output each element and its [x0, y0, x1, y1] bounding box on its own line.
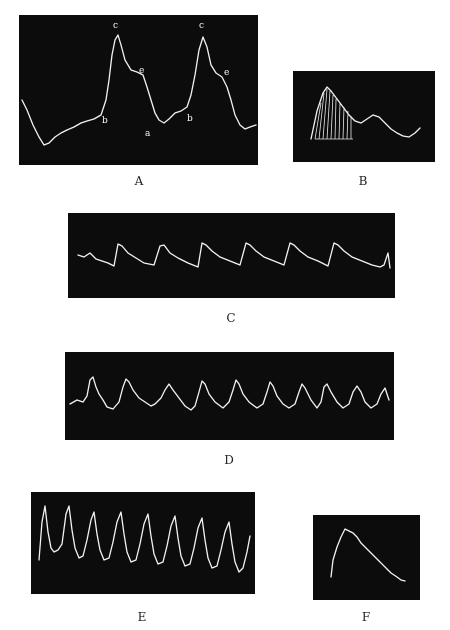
- label-a: a: [145, 129, 151, 139]
- caption-a: A: [134, 174, 144, 188]
- label-c-1: c: [113, 21, 118, 31]
- panel-f-trace: [330, 528, 406, 582]
- panel-a: c c e e b b a: [19, 15, 258, 165]
- panel-d-trace: [69, 376, 390, 411]
- panel-e-trace: [38, 505, 251, 573]
- panel-e: [31, 492, 255, 594]
- caption-b: B: [358, 174, 368, 188]
- panel-b-trace: [310, 86, 421, 140]
- caption-f: F: [361, 610, 371, 624]
- label-c-2: c: [199, 21, 204, 31]
- panel-f: [313, 515, 420, 600]
- caption-e: E: [137, 610, 147, 624]
- panel-a-trace: c c e e b b a: [21, 21, 257, 146]
- label-e-2: e: [224, 68, 229, 78]
- label-e-1: e: [139, 66, 144, 76]
- panel-d: [65, 352, 394, 440]
- label-b-1: b: [102, 116, 108, 126]
- caption-d: D: [224, 453, 234, 467]
- caption-c: C: [226, 311, 236, 325]
- panel-b-hatch: [314, 88, 353, 140]
- panel-b: [293, 71, 435, 162]
- panel-c-trace: [77, 242, 391, 269]
- panel-c: [68, 213, 395, 298]
- label-b-2: b: [187, 114, 193, 124]
